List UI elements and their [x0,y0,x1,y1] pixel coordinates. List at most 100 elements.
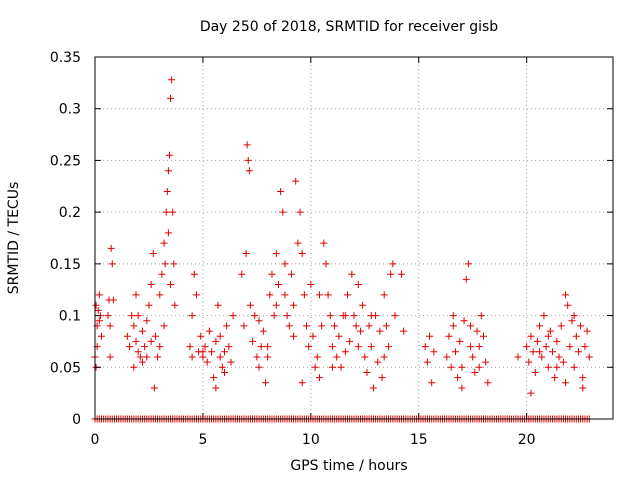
data-point [164,167,172,175]
data-point [147,281,155,289]
data-point [95,317,103,325]
data-point [164,229,172,237]
data-point [223,322,231,330]
data-point [132,291,140,299]
data-point [106,322,114,330]
data-point [249,337,257,345]
data-point [341,312,349,320]
data-point [170,260,178,268]
data-point [266,291,274,299]
data-point [387,270,395,278]
data-point [167,281,175,289]
data-point [523,343,531,351]
data-point [570,312,578,320]
data-point [212,384,220,392]
data-point [227,358,235,366]
data-point [562,291,570,299]
data-point [130,363,138,371]
data-point [192,291,200,299]
data-point [143,353,151,361]
data-point [354,281,362,289]
data-point [570,363,578,371]
data-point [104,312,112,320]
data-point [374,358,382,366]
data-point [212,337,220,345]
data-point [367,343,375,351]
data-point [443,353,451,361]
data-point [385,343,393,351]
data-point [268,270,276,278]
data-point [240,322,248,330]
data-point [154,353,162,361]
data-point [313,353,321,361]
data-point [531,368,539,376]
data-point [92,301,100,309]
data-point [527,332,535,340]
data-point [294,239,302,247]
data-point [128,312,136,320]
x-tick-label: 5 [198,432,207,448]
data-point [348,270,356,278]
data-point [536,348,544,356]
data-point [309,332,317,340]
data-point [367,312,375,320]
data-point [328,363,336,371]
data-point [300,291,308,299]
data-point [542,343,550,351]
data-point [108,260,116,268]
data-point [161,260,169,268]
data-point [341,348,349,356]
data-point [346,337,354,345]
data-point [460,317,468,325]
data-point [391,312,399,320]
data-point [458,363,466,371]
data-point [199,348,207,356]
data-point [298,250,306,258]
data-point [168,76,176,84]
data-point [210,374,218,382]
data-point [311,363,319,371]
data-point [475,363,483,371]
data-point [143,317,151,325]
data-point [559,358,567,366]
x-axis-label: GPS time / hours [290,458,407,474]
data-point [553,337,561,345]
data-point [277,187,285,195]
x-tick-label: 20 [518,432,536,448]
data-point [473,327,481,335]
data-point [208,348,216,356]
data-point [477,312,485,320]
data-point [272,250,280,258]
data-point [203,358,211,366]
data-point [540,312,548,320]
data-point [574,348,582,356]
data-point [514,353,522,361]
data-point [156,343,164,351]
data-point [307,281,315,289]
data-point [577,322,585,330]
data-point [333,353,341,361]
data-point [163,187,171,195]
data-point [369,384,377,392]
data-point [428,379,436,387]
data-point [298,379,306,387]
data-point [238,270,246,278]
data-point [482,358,490,366]
data-point [141,343,149,351]
data-point [583,327,591,335]
data-point [138,358,146,366]
data-point [376,327,384,335]
data-point [352,322,360,330]
data-point [270,312,278,320]
data-point [303,322,311,330]
data-point [244,156,252,164]
data-point [546,327,554,335]
data-point [201,343,209,351]
data-point [126,343,134,351]
data-point [218,363,226,371]
data-point [171,301,179,309]
data-point [123,332,131,340]
y-axis-label: SRMTID / TECUs [6,182,22,295]
data-point [109,296,117,304]
